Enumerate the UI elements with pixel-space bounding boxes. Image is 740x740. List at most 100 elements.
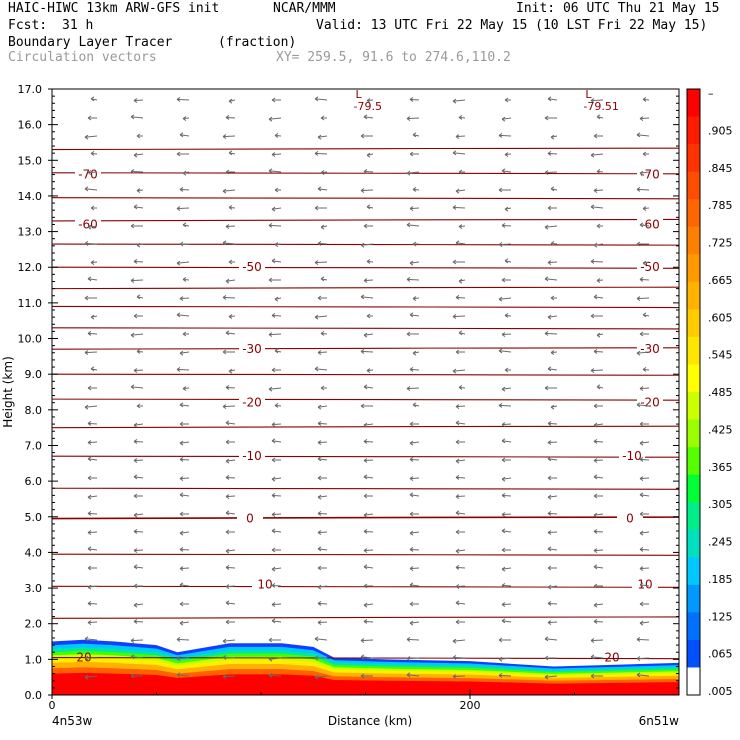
contour-label-20: 20 — [76, 651, 91, 665]
vector-arrow — [593, 438, 604, 444]
vector-arrow — [363, 528, 374, 534]
field-name: Boundary Layer Tracer — [8, 35, 173, 50]
vector-arrow — [87, 565, 97, 571]
colorbar-swatch — [687, 144, 700, 173]
y-tick-label: 3.0 — [25, 582, 43, 595]
contour-label-10: 10 — [637, 577, 652, 591]
vector-arrow — [363, 114, 374, 120]
vector-arrow — [317, 295, 327, 301]
vector-arrow — [133, 548, 144, 554]
vector-arrow — [593, 422, 604, 428]
vector-arrow — [268, 222, 282, 228]
vector-arrow — [501, 386, 512, 392]
org-label: NCAR/MMM — [273, 1, 336, 16]
contour-line-1 — [52, 172, 679, 175]
vector-arrow — [639, 386, 650, 392]
vector-arrow — [593, 133, 603, 139]
vector-arrow — [498, 637, 511, 643]
vector-arrow — [409, 456, 420, 462]
vector-arrow — [639, 456, 650, 462]
vector-arrow — [87, 584, 98, 590]
vector-arrow — [271, 258, 282, 264]
vector-arrow — [360, 403, 373, 409]
vector-arrow — [409, 366, 420, 372]
vector-arrow — [317, 475, 327, 481]
colorbar-label: .425 — [708, 423, 733, 436]
vector-arrow — [314, 150, 328, 156]
vector-arrow — [590, 258, 604, 264]
vector-arrow — [271, 438, 282, 444]
vector-arrow — [504, 97, 511, 103]
y-tick-label: 4.0 — [25, 546, 43, 559]
vector-arrow — [406, 672, 420, 678]
colorbar-swatch — [687, 639, 700, 668]
vector-arrow — [547, 530, 558, 536]
contour-line-5 — [52, 266, 679, 269]
vector-arrow — [133, 528, 144, 534]
vector-arrow — [360, 654, 374, 660]
vector-arrow — [314, 314, 328, 320]
vector-arrow — [90, 150, 98, 156]
vector-arrow — [182, 116, 190, 122]
vector-arrow — [639, 276, 650, 282]
vector-arrow — [360, 133, 373, 139]
vector-arrow — [593, 458, 604, 464]
vector-arrow — [320, 170, 328, 176]
vector-arrow — [360, 188, 374, 194]
vector-arrow — [136, 403, 143, 409]
y-tick-label: 2.0 — [25, 618, 43, 631]
vector-arrow — [363, 512, 374, 518]
vector-arrow — [314, 205, 327, 211]
vector-arrow — [317, 546, 328, 552]
colorbar-label: .605 — [708, 311, 733, 324]
vector-arrow — [176, 656, 190, 662]
vector-arrow — [271, 97, 281, 103]
vector-arrow — [87, 276, 98, 282]
vector-arrow — [271, 512, 282, 518]
vector-arrow — [317, 240, 328, 246]
x-left-endpoint-label: 4n53w — [52, 714, 93, 728]
vector-arrow — [550, 350, 558, 356]
vector-arrow — [501, 618, 512, 624]
vector-arrow — [130, 114, 144, 120]
vector-arrow — [222, 240, 236, 246]
vector-arrow — [593, 618, 604, 624]
vector-arrow — [90, 314, 98, 320]
vector-arrow — [133, 313, 143, 319]
vector-arrow — [222, 349, 235, 355]
temperature-contours: -70 -70 -60 -60 -50 -50 -30 -30 -20 -20 -10 -10 0 0 10… — [52, 89, 679, 665]
y-tick-label: 6.0 — [25, 475, 43, 488]
contour-label--70: -70 — [78, 168, 98, 182]
vector-arrow — [179, 402, 190, 408]
vector-arrow — [179, 620, 190, 626]
vector-arrow — [360, 638, 374, 644]
vector-arrow — [452, 98, 466, 104]
colorbar-swatch — [687, 474, 700, 503]
vector-arrow — [452, 368, 466, 374]
vector-arrow — [636, 656, 650, 662]
vector-arrow — [274, 296, 282, 302]
contour-line-14 — [52, 487, 679, 490]
y-tick-label: 1.0 — [25, 653, 43, 666]
vector-arrow — [547, 314, 558, 320]
vector-arrow — [593, 188, 604, 194]
vector-arrow — [271, 547, 281, 553]
vector-arrow — [501, 476, 512, 482]
vector-arrow — [363, 474, 374, 480]
vector-arrow — [639, 511, 649, 517]
vector-arrow — [317, 584, 328, 590]
vector-arrow — [406, 170, 420, 176]
vector-arrow — [87, 115, 97, 121]
vector-arrow — [314, 96, 328, 102]
vector-arrow — [179, 132, 190, 138]
colorbar-swatch — [687, 364, 700, 393]
vector-arrow — [455, 188, 466, 194]
colorbar-swatch — [687, 226, 700, 255]
vector-arrow — [363, 618, 374, 624]
vector-arrow — [501, 332, 512, 338]
vector-arrow — [317, 620, 328, 626]
x-tick-label: 200 — [460, 699, 481, 712]
vector-arrow — [87, 456, 98, 462]
colorbar-swatch — [687, 502, 700, 531]
vector-arrow — [360, 294, 374, 300]
